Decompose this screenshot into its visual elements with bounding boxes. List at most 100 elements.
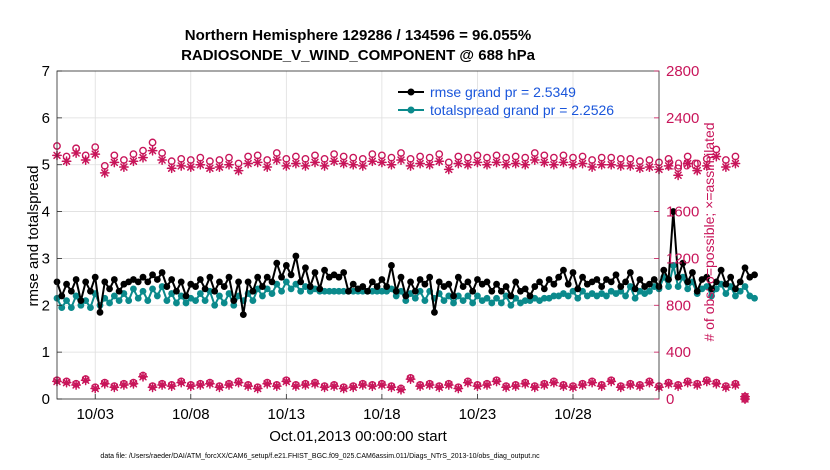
obs-assimilated-stroke	[435, 157, 443, 165]
obs-assimilated-point	[529, 382, 540, 393]
totalspread-point	[249, 297, 257, 304]
obs-assimilated-stroke	[645, 378, 654, 387]
totalspread-point	[665, 283, 672, 290]
obs-assimilated-point	[740, 394, 750, 404]
obs-assimilated-stroke	[292, 382, 300, 390]
obs-assimilated-stroke	[158, 156, 166, 164]
obs-assimilated-stroke	[81, 376, 90, 384]
obs-assimilated-point	[61, 156, 72, 167]
y2-tick-label: 800	[666, 297, 691, 314]
obs-assimilated-stroke	[234, 378, 243, 387]
rmse-point	[397, 273, 405, 281]
rmse-point	[311, 269, 319, 276]
x-tick-label: 10/23	[459, 406, 497, 423]
rmse-point	[727, 273, 735, 281]
obs-assimilated-stroke	[215, 163, 224, 171]
obs-assimilated-stroke	[473, 382, 482, 390]
totalspread-point	[302, 283, 309, 290]
obs-assimilated-stroke	[282, 162, 291, 170]
obs-assimilated-stroke	[282, 377, 291, 386]
obs-assimilated-stroke	[445, 165, 453, 174]
rmse-point	[192, 283, 199, 290]
obs-assimilated-stroke	[301, 381, 310, 389]
rmse-point	[139, 273, 147, 281]
obs-assimilated-point	[310, 378, 320, 389]
obs-assimilated-point	[138, 371, 148, 382]
x-tick-label: 10/28	[554, 406, 592, 423]
obs-assimilated-point	[109, 382, 120, 393]
rmse-point	[87, 287, 94, 295]
y-axis-right: 0 400 800 1200 1600 2000 2400 2800	[654, 63, 699, 408]
obs-assimilated-point	[644, 162, 655, 173]
obs-assimilated-point	[348, 159, 359, 170]
rmse-point	[564, 280, 572, 288]
obs-assimilated-point	[157, 379, 168, 390]
obs-assimilated-stroke	[397, 156, 405, 164]
totalspread-point	[225, 290, 233, 297]
obs-assimilated-point	[90, 149, 101, 160]
totalspread-point	[368, 287, 376, 295]
totalspread-point	[216, 292, 223, 300]
rmse-point	[435, 278, 443, 286]
obs-assimilated-point	[692, 379, 703, 390]
obs-assimilated-point	[214, 162, 225, 173]
obs-assimilated-stroke	[378, 158, 386, 167]
rmse-point	[168, 276, 176, 283]
rmse-point	[201, 285, 209, 293]
obs-assimilated-point	[90, 383, 101, 394]
totalspread-point	[674, 283, 682, 290]
obs-assimilated-stroke	[234, 166, 243, 175]
totalspread-point	[158, 283, 166, 290]
totalspread-point	[459, 297, 467, 304]
obs-assimilated-point	[329, 156, 340, 167]
series-layer	[52, 138, 758, 404]
rmse-point	[474, 276, 481, 283]
rmse-point	[373, 283, 381, 290]
obs-assimilated-stroke	[502, 160, 510, 169]
obs-assimilated-point	[262, 162, 273, 173]
obs-assimilated-point	[252, 383, 263, 394]
obs-assimilated-stroke	[311, 158, 319, 167]
rmse-point	[550, 280, 558, 288]
totalspread-point	[325, 287, 333, 295]
totalspread-point	[416, 287, 424, 295]
obs-assimilated-stroke	[703, 162, 711, 170]
obs-assimilated-stroke	[62, 157, 71, 165]
obs-assimilated-stroke	[492, 158, 501, 167]
rmse-point	[383, 283, 391, 290]
rmse-point	[684, 278, 692, 286]
obs-assimilated-point	[634, 381, 645, 392]
obs-assimilated-stroke	[311, 380, 319, 388]
rmse-point	[230, 297, 238, 304]
totalspread-point	[220, 299, 228, 307]
obs-assimilated-stroke	[531, 383, 539, 392]
rmse-point	[703, 273, 711, 281]
obs-assimilated-point	[185, 381, 196, 392]
obs-assimilated-point	[615, 382, 626, 393]
obs-assimilated-point	[367, 156, 378, 167]
obs-assimilated-stroke	[187, 163, 195, 171]
totalspread-point	[87, 304, 94, 312]
obs-assimilated-point	[424, 159, 435, 170]
obs-assimilated-stroke	[588, 163, 596, 171]
obs-assimilated-stroke	[72, 149, 80, 157]
totalspread-point	[144, 297, 152, 304]
obs-assimilated-point	[568, 382, 578, 393]
obs-assimilated-point	[529, 155, 540, 165]
obs-assimilated-point	[176, 377, 187, 388]
obs-assimilated-point	[214, 382, 225, 393]
obs-assimilated-stroke	[263, 380, 271, 388]
obs-assimilated-point	[99, 378, 110, 389]
totalspread-point	[63, 297, 70, 304]
rmse-point	[421, 280, 429, 288]
obs-assimilated-point	[663, 160, 674, 171]
obs-assimilated-point	[663, 378, 674, 389]
y2-tick-label: 1600	[666, 204, 699, 221]
obs-assimilated-stroke	[253, 384, 262, 393]
totalspread-point	[521, 297, 529, 304]
totalspread-point	[139, 287, 147, 295]
y-tick-label: 6	[42, 110, 50, 127]
rmse-point	[316, 285, 324, 293]
obs-assimilated-stroke	[521, 160, 529, 169]
y-tick-label: 7	[42, 63, 50, 80]
